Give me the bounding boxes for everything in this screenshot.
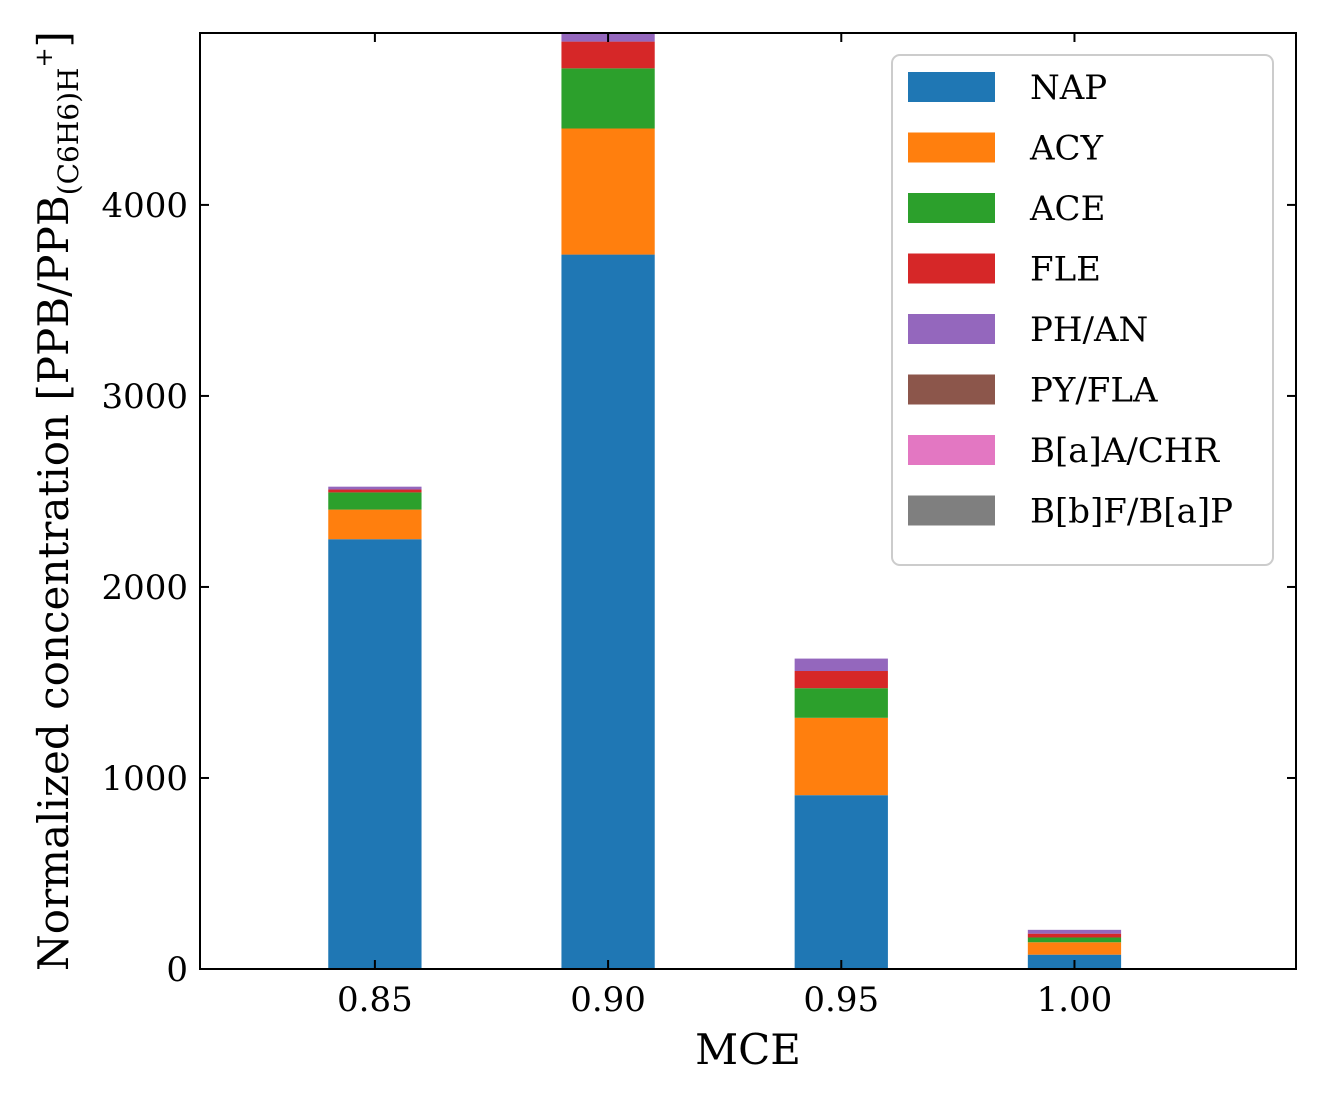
y-axis-title: Normalized concentration [PPB/PPB(C6H6)H… xyxy=(29,31,85,971)
legend-swatch-py-fla xyxy=(908,374,995,405)
legend-swatch-fle xyxy=(908,253,995,284)
legend-label: PY/FLA xyxy=(1030,371,1158,411)
legend-swatch-acy xyxy=(908,132,995,163)
x-tick-label: 0.95 xyxy=(803,980,879,1020)
legend: NAP ACY ACE FLE PH/AN PY/FLA B[a]A/CHR B[b]F/B[… xyxy=(891,54,1274,566)
x-tick-label: 1.00 xyxy=(1037,980,1113,1020)
y-axis-title-close: ] xyxy=(29,31,78,47)
bar-acy-0-95 xyxy=(794,717,888,796)
bar-fle-0-95 xyxy=(794,671,888,689)
bar-acy-0-90 xyxy=(561,128,655,255)
bar-nap-0-85 xyxy=(328,539,422,969)
legend-swatch-b-b-f-b-a-p xyxy=(908,495,995,526)
y-tick-label: 1000 xyxy=(101,759,188,799)
y-tick-label: 0 xyxy=(166,950,188,990)
bar-nap-0-90 xyxy=(561,254,655,969)
bar-acy-0-85 xyxy=(328,509,422,540)
legend-label: NAP xyxy=(1030,68,1107,108)
legend-swatch-nap xyxy=(908,72,995,102)
bar-fle-0-90 xyxy=(561,41,655,69)
x-axis-title: MCE xyxy=(695,1025,801,1074)
bar-ace-0-85 xyxy=(328,492,422,510)
y-tick-label: 2000 xyxy=(101,568,188,608)
bar-ph-an-1-00 xyxy=(1027,929,1122,934)
bar-ace-0-95 xyxy=(794,688,888,718)
bars-layer xyxy=(328,33,1122,969)
bar-ace-0-90 xyxy=(561,68,655,129)
y-tick-label: 4000 xyxy=(101,186,188,226)
bar-ph-an-0-85 xyxy=(328,486,422,490)
bar-fle-0-85 xyxy=(328,489,422,493)
bar-nap-0-95 xyxy=(794,795,888,969)
legend-label: FLE xyxy=(1030,250,1101,290)
bar-acy-1-00 xyxy=(1027,942,1122,955)
bar-ace-1-00 xyxy=(1027,937,1122,943)
plot-frame xyxy=(199,32,1297,970)
legend-swatch-b-a-a-chr xyxy=(908,435,995,465)
legend-label: B[b]F/B[a]P xyxy=(1030,492,1233,532)
ticks-layer: 0 1000 2000 3000 4000 0.85 0.90 0.95 1.00 xyxy=(101,33,1296,1020)
legend-swatch-ace xyxy=(908,193,995,223)
bar-ph-an-0-95 xyxy=(794,658,888,672)
x-tick-label: 0.85 xyxy=(337,980,413,1020)
x-tick-label: 0.90 xyxy=(570,980,646,1020)
legend-items: NAP ACY ACE FLE PH/AN PY/FLA B[a]A/CHR B[b]F/B[… xyxy=(908,68,1233,532)
bar-fle-1-00 xyxy=(1027,933,1122,938)
legend-label: B[a]A/CHR xyxy=(1030,431,1220,471)
y-axis-title-main: Normalized concentration [PPB/PPB xyxy=(29,195,78,971)
legend-label: ACY xyxy=(1029,129,1104,169)
legend-swatch-ph-an xyxy=(908,314,995,344)
y-axis-title-sub: (C6H6)H xyxy=(52,68,85,196)
legend-label: PH/AN xyxy=(1030,310,1148,350)
y-axis-title-sup: + xyxy=(30,47,58,67)
y-tick-label: 3000 xyxy=(101,377,188,417)
legend-label: ACE xyxy=(1029,189,1105,229)
